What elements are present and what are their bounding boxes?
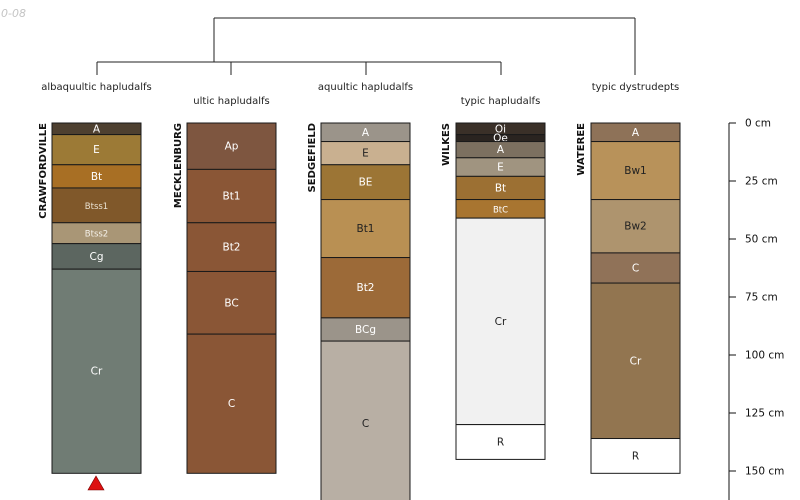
axis-tick-label: 75 cm — [745, 292, 778, 304]
horizon-label: Bw2 — [624, 221, 646, 233]
profile-name: WILKES — [441, 123, 452, 166]
horizon-label: E — [497, 162, 504, 174]
horizon-block — [186, 333, 277, 474]
dendrogram: albaquultic hapludalfs ultic hapludalfs aq… — [41, 17, 679, 107]
soil-profile: A Bw1 Bw2 C Cr R WATEREE — [576, 122, 681, 474]
horizon-block — [590, 252, 681, 284]
horizon-label: Cr — [91, 366, 103, 378]
horizon-label: Ap — [225, 141, 239, 153]
horizon-label: C — [362, 418, 369, 430]
profile-name: WATEREE — [576, 123, 587, 176]
axis-tick-label: 25 cm — [745, 176, 778, 188]
horizon-label: A — [632, 127, 640, 139]
horizon-label: BCg — [355, 324, 376, 336]
horizon-label: R — [632, 450, 639, 462]
horizon-label: Bt — [495, 182, 506, 194]
group-label: typic dystrudepts — [592, 82, 679, 93]
horizon-block — [186, 168, 277, 224]
horizon-block — [186, 122, 277, 170]
axis-tick-label: 100 cm — [745, 350, 784, 362]
horizon-block — [590, 199, 681, 254]
horizon-label: Bt — [91, 171, 102, 183]
horizon-label: A — [362, 127, 370, 139]
profile-name: MECKLENBURG — [173, 123, 184, 208]
soil-profile: Ap Bt1 Bt2 BC C MECKLENBURG — [173, 122, 277, 474]
horizon-label: R — [497, 437, 504, 449]
horizon-label: BC — [224, 297, 238, 309]
horizon-block — [320, 257, 411, 319]
horizon-label: Cr — [495, 316, 507, 328]
axis-tick-label: 0 cm — [745, 118, 771, 130]
horizon-label: Btss1 — [85, 202, 108, 212]
group-label: ultic hapludalfs — [193, 96, 269, 107]
axis-tick-label: 125 cm — [745, 408, 784, 420]
horizon-label: E — [362, 148, 369, 160]
horizon-label: Cr — [630, 355, 642, 367]
horizon-label: A — [497, 144, 505, 156]
horizon-block — [455, 217, 546, 426]
horizon-label: Oi — [495, 123, 506, 135]
warning-triangle-icon — [87, 475, 105, 491]
horizon-block — [590, 438, 681, 474]
depth-axis: 0 cm 25 cm 50 cm 75 cm 100 cm 125 cm 150 cm — [728, 118, 784, 500]
profile-name: CRAWFORDVILLE — [38, 123, 49, 219]
horizon-block — [186, 270, 277, 335]
horizon-label: Bt2 — [356, 282, 374, 294]
horizon-block — [590, 282, 681, 440]
horizon-label: Bw1 — [624, 165, 646, 177]
group-label: typic hapludalfs — [461, 96, 541, 107]
horizon-block — [51, 187, 142, 224]
horizon-label: Bt1 — [222, 191, 240, 203]
horizon-block — [320, 199, 411, 259]
horizon-label: Cg — [90, 251, 104, 263]
axis-tick-label: 50 cm — [745, 234, 778, 246]
date-fragment: 0-08 — [1, 7, 26, 20]
horizon-label: Bt1 — [356, 223, 374, 235]
horizon-block — [320, 340, 411, 500]
horizon-label: C — [632, 263, 639, 275]
group-label: aquultic hapludalfs — [318, 82, 413, 93]
soil-profile: AE BE Bt1 Bt2 BCg C SEDGEFIELD — [307, 122, 411, 500]
horizon-block — [455, 424, 546, 460]
horizon-label: E — [93, 144, 100, 156]
horizon-label: A — [93, 123, 101, 135]
horizon-block — [51, 268, 142, 474]
horizon-label: Btss2 — [85, 230, 108, 240]
horizon-block — [186, 222, 277, 272]
profile-name: SEDGEFIELD — [307, 123, 318, 192]
horizon-label: BE — [359, 177, 373, 189]
horizon-label: BtC — [493, 205, 508, 215]
horizon-label: Bt2 — [222, 242, 240, 254]
horizon-label: C — [228, 398, 235, 410]
soil-profile: AE Bt Btss1 Btss2 Cg Cr CRAWFORDVILLE — [38, 122, 142, 491]
group-label: albaquultic hapludalfs — [41, 82, 151, 93]
axis-tick-label: 150 cm — [745, 466, 784, 478]
horizon-block — [590, 141, 681, 201]
